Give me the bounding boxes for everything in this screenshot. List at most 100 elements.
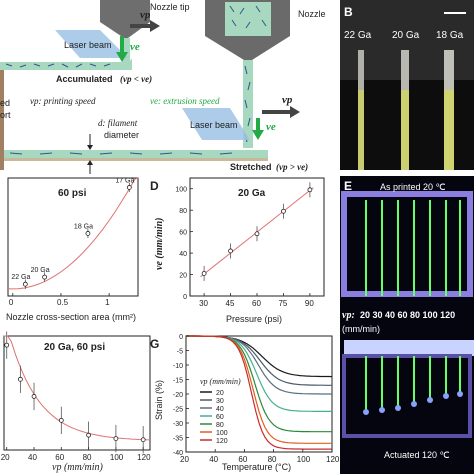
nozzle-stream bbox=[243, 60, 253, 148]
ve-label-left: ve bbox=[130, 41, 140, 53]
ve-arrow-right-head bbox=[252, 130, 264, 140]
scale-bar bbox=[444, 12, 466, 14]
d-point bbox=[254, 231, 260, 237]
panel-d-title: 20 Ga bbox=[238, 188, 266, 199]
photo-e-top-frame bbox=[341, 191, 473, 297]
laser-beam-label-left: Laser beam bbox=[64, 40, 112, 50]
d-ytick-label: 80 bbox=[179, 208, 187, 215]
d-ytick-label: 60 bbox=[179, 230, 187, 237]
top-filaments bbox=[365, 200, 461, 296]
vp-label-left: vp bbox=[140, 9, 151, 21]
f-xtick-label: 80 bbox=[83, 453, 92, 462]
f-point bbox=[58, 417, 64, 423]
panel-e-top-caption: As printed 20 ℃ bbox=[380, 182, 446, 192]
photo-e-bottom-bar bbox=[344, 340, 474, 356]
panel-b: B 22 Ga 20 Ga 18 Ga bbox=[340, 0, 474, 170]
left-cut-1: ed bbox=[0, 98, 10, 108]
photo-e-bg bbox=[340, 176, 474, 474]
c-fit-line bbox=[7, 177, 139, 290]
nozzle-inner bbox=[225, 2, 271, 36]
f-point bbox=[4, 342, 10, 348]
g-legend-label: 30 bbox=[216, 398, 224, 405]
c-point bbox=[85, 231, 91, 236]
panel-d-xlabel: Pressure (psi) bbox=[226, 314, 282, 324]
vp-label-right: vp bbox=[282, 94, 293, 106]
bed-line-top bbox=[0, 150, 268, 158]
ve-label-right: ve bbox=[266, 121, 276, 133]
nozzle-dashes bbox=[229, 5, 267, 29]
g-ytick-label: -25 bbox=[173, 407, 183, 414]
g-xtick-label: 80 bbox=[268, 455, 277, 464]
label-18ga: 18 Ga bbox=[436, 30, 464, 41]
support-post bbox=[0, 70, 4, 170]
accumulated-label: Accumulated bbox=[56, 74, 113, 84]
panel-d-ylabel: ve (mm/min) bbox=[154, 218, 165, 271]
g-xtick-label: 20 bbox=[180, 455, 189, 464]
c-xtick-label: 1 bbox=[105, 298, 110, 307]
vp-arrow-left-head bbox=[150, 20, 160, 32]
g-legend-label: 100 bbox=[216, 430, 228, 437]
left-cut-2: ort bbox=[0, 110, 11, 120]
label-22ga: 22 Ga bbox=[344, 30, 372, 41]
d-xtick-label: 60 bbox=[252, 299, 261, 308]
d-xtick-label: 90 bbox=[305, 299, 314, 308]
panel-e-letter: E bbox=[344, 179, 352, 193]
panel-g-ylabel: Strain (%) bbox=[154, 380, 164, 420]
f-point bbox=[31, 394, 37, 399]
d-point bbox=[228, 248, 233, 254]
g-ytick-label: -35 bbox=[173, 436, 183, 443]
g-legend-label: 80 bbox=[216, 422, 224, 429]
panel-g-legend-title: vp (mm/min) bbox=[200, 377, 241, 386]
filament-18ga bbox=[444, 90, 454, 170]
panel-e-unit: (mm/min) bbox=[342, 324, 380, 334]
f-xtick-label: 100 bbox=[110, 453, 124, 462]
d-ytick-label: 100 bbox=[175, 187, 187, 194]
f-xtick-label: 40 bbox=[28, 453, 37, 462]
filament-dashes-a bbox=[5, 63, 111, 68]
g-series-line bbox=[186, 335, 332, 450]
panel-c-frame bbox=[7, 177, 139, 297]
panel-d-letter: D bbox=[150, 179, 159, 193]
d-xtick-label: 75 bbox=[278, 299, 287, 308]
c-point bbox=[22, 281, 28, 287]
stretched-cond: (vp > ve) bbox=[276, 162, 308, 172]
panel-e-speeds-label: vp: bbox=[342, 310, 355, 321]
g-ytick-label: 0 bbox=[179, 334, 183, 341]
c-point bbox=[42, 274, 47, 280]
c-point-label: 20 Ga bbox=[31, 267, 50, 274]
d-arrow-bottom-head bbox=[87, 160, 93, 165]
f-point bbox=[86, 432, 91, 438]
d-xtick-label: 30 bbox=[199, 299, 208, 308]
g-ytick-label: -10 bbox=[173, 363, 183, 370]
photo-e-bottom-frame bbox=[342, 354, 472, 438]
g-ytick-label: -20 bbox=[173, 392, 183, 399]
filament-22ga bbox=[358, 90, 364, 170]
g-legend-label: 20 bbox=[216, 390, 224, 397]
stretched-label: Stretched bbox=[230, 162, 272, 172]
d-definition-2: diameter bbox=[104, 130, 139, 140]
d-ytick-label: 0 bbox=[183, 294, 187, 301]
ve-arrow-left-head bbox=[116, 52, 128, 62]
f-point bbox=[140, 437, 146, 443]
nozzle-label: Nozzle bbox=[298, 9, 326, 19]
d-arrow-top-head bbox=[87, 145, 93, 150]
f-point bbox=[113, 436, 119, 442]
g-series-line bbox=[186, 335, 333, 378]
needle-22ga bbox=[358, 50, 364, 90]
panel-c-title: 60 psi bbox=[58, 188, 87, 199]
g-xtick-label: 120 bbox=[326, 455, 340, 464]
panel-f-title: 20 Ga, 60 psi bbox=[44, 342, 105, 353]
nozzle-tip-body bbox=[100, 0, 150, 38]
d-xtick-label: 45 bbox=[226, 299, 235, 308]
g-legend-label: 60 bbox=[216, 414, 224, 421]
f-fit-line bbox=[4, 335, 151, 441]
g-xtick-label: 100 bbox=[297, 455, 311, 464]
d-point bbox=[307, 187, 313, 193]
panel-c-xlabel: Nozzle cross-section area (mm²) bbox=[6, 312, 136, 322]
panel-b-letter: B bbox=[344, 5, 353, 19]
c-point-label: 22 Ga bbox=[11, 274, 30, 281]
g-xtick-label: 60 bbox=[238, 455, 247, 464]
